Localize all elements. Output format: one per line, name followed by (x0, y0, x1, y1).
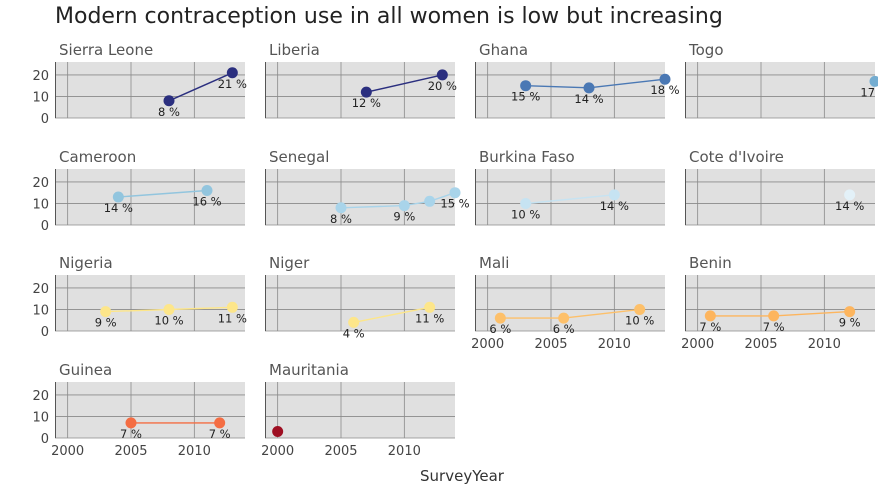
data-label: 6 % (489, 322, 511, 336)
facet-togo: Togo 17 % (685, 41, 878, 118)
y-tick-label: 20 (32, 389, 49, 404)
facet-burkina-faso: Burkina Faso 10 % 14 % (475, 148, 665, 225)
data-label: 12 % (352, 96, 381, 110)
x-tick-label: 2010 (178, 444, 211, 459)
x-axis-label: SurveyYear (420, 467, 505, 485)
y-tick-label: 10 (32, 197, 49, 212)
data-label: 9 % (95, 316, 117, 330)
data-label: 14 % (600, 199, 629, 213)
data-label: 4 % (343, 326, 365, 340)
y-tick-label: 10 (32, 90, 49, 105)
data-label: 14 % (574, 92, 603, 106)
y-tick-label: 20 (32, 69, 49, 84)
data-label: 15 % (511, 90, 540, 104)
x-tick-label: 2000 (681, 337, 714, 352)
panel-background (55, 275, 245, 331)
facet-nigeria: Nigeria 0 10 20 9 % 10 % 11 % (32, 254, 247, 340)
facet-label: Togo (688, 41, 724, 59)
data-label: 7 % (120, 427, 142, 441)
data-label: 18 % (650, 83, 679, 97)
x-tick-label: 2000 (261, 444, 294, 459)
data-label: 8 % (158, 105, 180, 119)
y-tick-label: 0 (41, 325, 49, 340)
x-tick-label: 2005 (324, 444, 357, 459)
data-label: 14 % (104, 201, 133, 215)
panel-background (55, 62, 245, 118)
data-label: 10 % (154, 313, 183, 327)
facet-cameroon: Cameroon 0 10 20 14 % 16 % (32, 148, 245, 234)
data-label: 6 % (553, 322, 575, 336)
facet-label: Liberia (269, 41, 320, 59)
panel-background (475, 62, 665, 118)
facet-label: Mali (479, 254, 509, 272)
facet-mali: Mali 2000 2005 2010 6 % 6 % 10 % (471, 254, 665, 352)
facet-niger: Niger 4 % 11 % (265, 254, 455, 340)
panel-background (475, 169, 665, 225)
data-point (272, 426, 283, 437)
facet-label: Mauritania (269, 361, 349, 379)
data-label: 8 % (330, 212, 352, 226)
x-tick-label: 2010 (808, 337, 841, 352)
data-label: 10 % (511, 207, 540, 221)
data-label: 9 % (839, 316, 861, 330)
x-tick-label: 2000 (51, 444, 84, 459)
facet-label: Sierra Leone (59, 41, 153, 59)
data-label: 20 % (428, 79, 457, 93)
y-tick-label: 20 (32, 176, 49, 191)
data-label: 14 % (835, 199, 864, 213)
x-tick-label: 2010 (598, 337, 631, 352)
facet-label: Cote d'Ivoire (689, 148, 784, 166)
facet-label: Ghana (479, 41, 528, 59)
y-tick-label: 0 (41, 432, 49, 447)
facet-benin: Benin 2000 2005 2010 7 % 7 % 9 % (681, 254, 875, 352)
data-label: 16 % (192, 195, 221, 209)
x-tick-label: 2005 (744, 337, 777, 352)
data-label: 21 % (218, 77, 247, 91)
y-tick-label: 10 (32, 410, 49, 425)
facet-guinea: Guinea 0 10 20 2000 2005 2010 7 % 7 % (32, 361, 245, 459)
data-label: 7 % (763, 320, 785, 334)
data-label: 11 % (218, 311, 247, 325)
x-tick-label: 2010 (388, 444, 421, 459)
facet-senegal: Senegal 8 % 9 % 15 % (265, 148, 470, 226)
panel-background (265, 382, 455, 438)
data-label: 15 % (440, 197, 469, 211)
x-tick-label: 2000 (471, 337, 504, 352)
data-label: 9 % (393, 210, 415, 224)
y-tick-label: 0 (41, 219, 49, 234)
y-tick-label: 20 (32, 282, 49, 297)
facet-label: Cameroon (59, 148, 136, 166)
facet-mauritania: Mauritania 2000 2005 2010 (261, 361, 455, 459)
data-label: 17 % (860, 85, 878, 99)
data-label: 7 % (209, 427, 231, 441)
data-label: 7 % (699, 320, 721, 334)
facet-label: Niger (269, 254, 310, 272)
facet-label: Benin (689, 254, 732, 272)
facet-label: Senegal (269, 148, 329, 166)
facet-label: Guinea (59, 361, 112, 379)
data-point (424, 196, 435, 207)
data-label: 10 % (625, 313, 654, 327)
facet-cote-d-ivoire: Cote d'Ivoire 14 % (685, 148, 875, 225)
facet-sierra-leone: Sierra Leone 0 10 20 8 % 21 % (32, 41, 247, 127)
y-tick-label: 0 (41, 112, 49, 127)
x-tick-label: 2005 (114, 444, 147, 459)
data-label: 11 % (415, 311, 444, 325)
panel-background (685, 62, 875, 118)
facet-label: Nigeria (59, 254, 113, 272)
facet-ghana: Ghana 15 % 14 % 18 % (475, 41, 680, 118)
y-tick-label: 10 (32, 303, 49, 318)
x-tick-label: 2005 (534, 337, 567, 352)
facet-liberia: Liberia 12 % 20 % (265, 41, 457, 118)
facet-label: Burkina Faso (479, 148, 575, 166)
